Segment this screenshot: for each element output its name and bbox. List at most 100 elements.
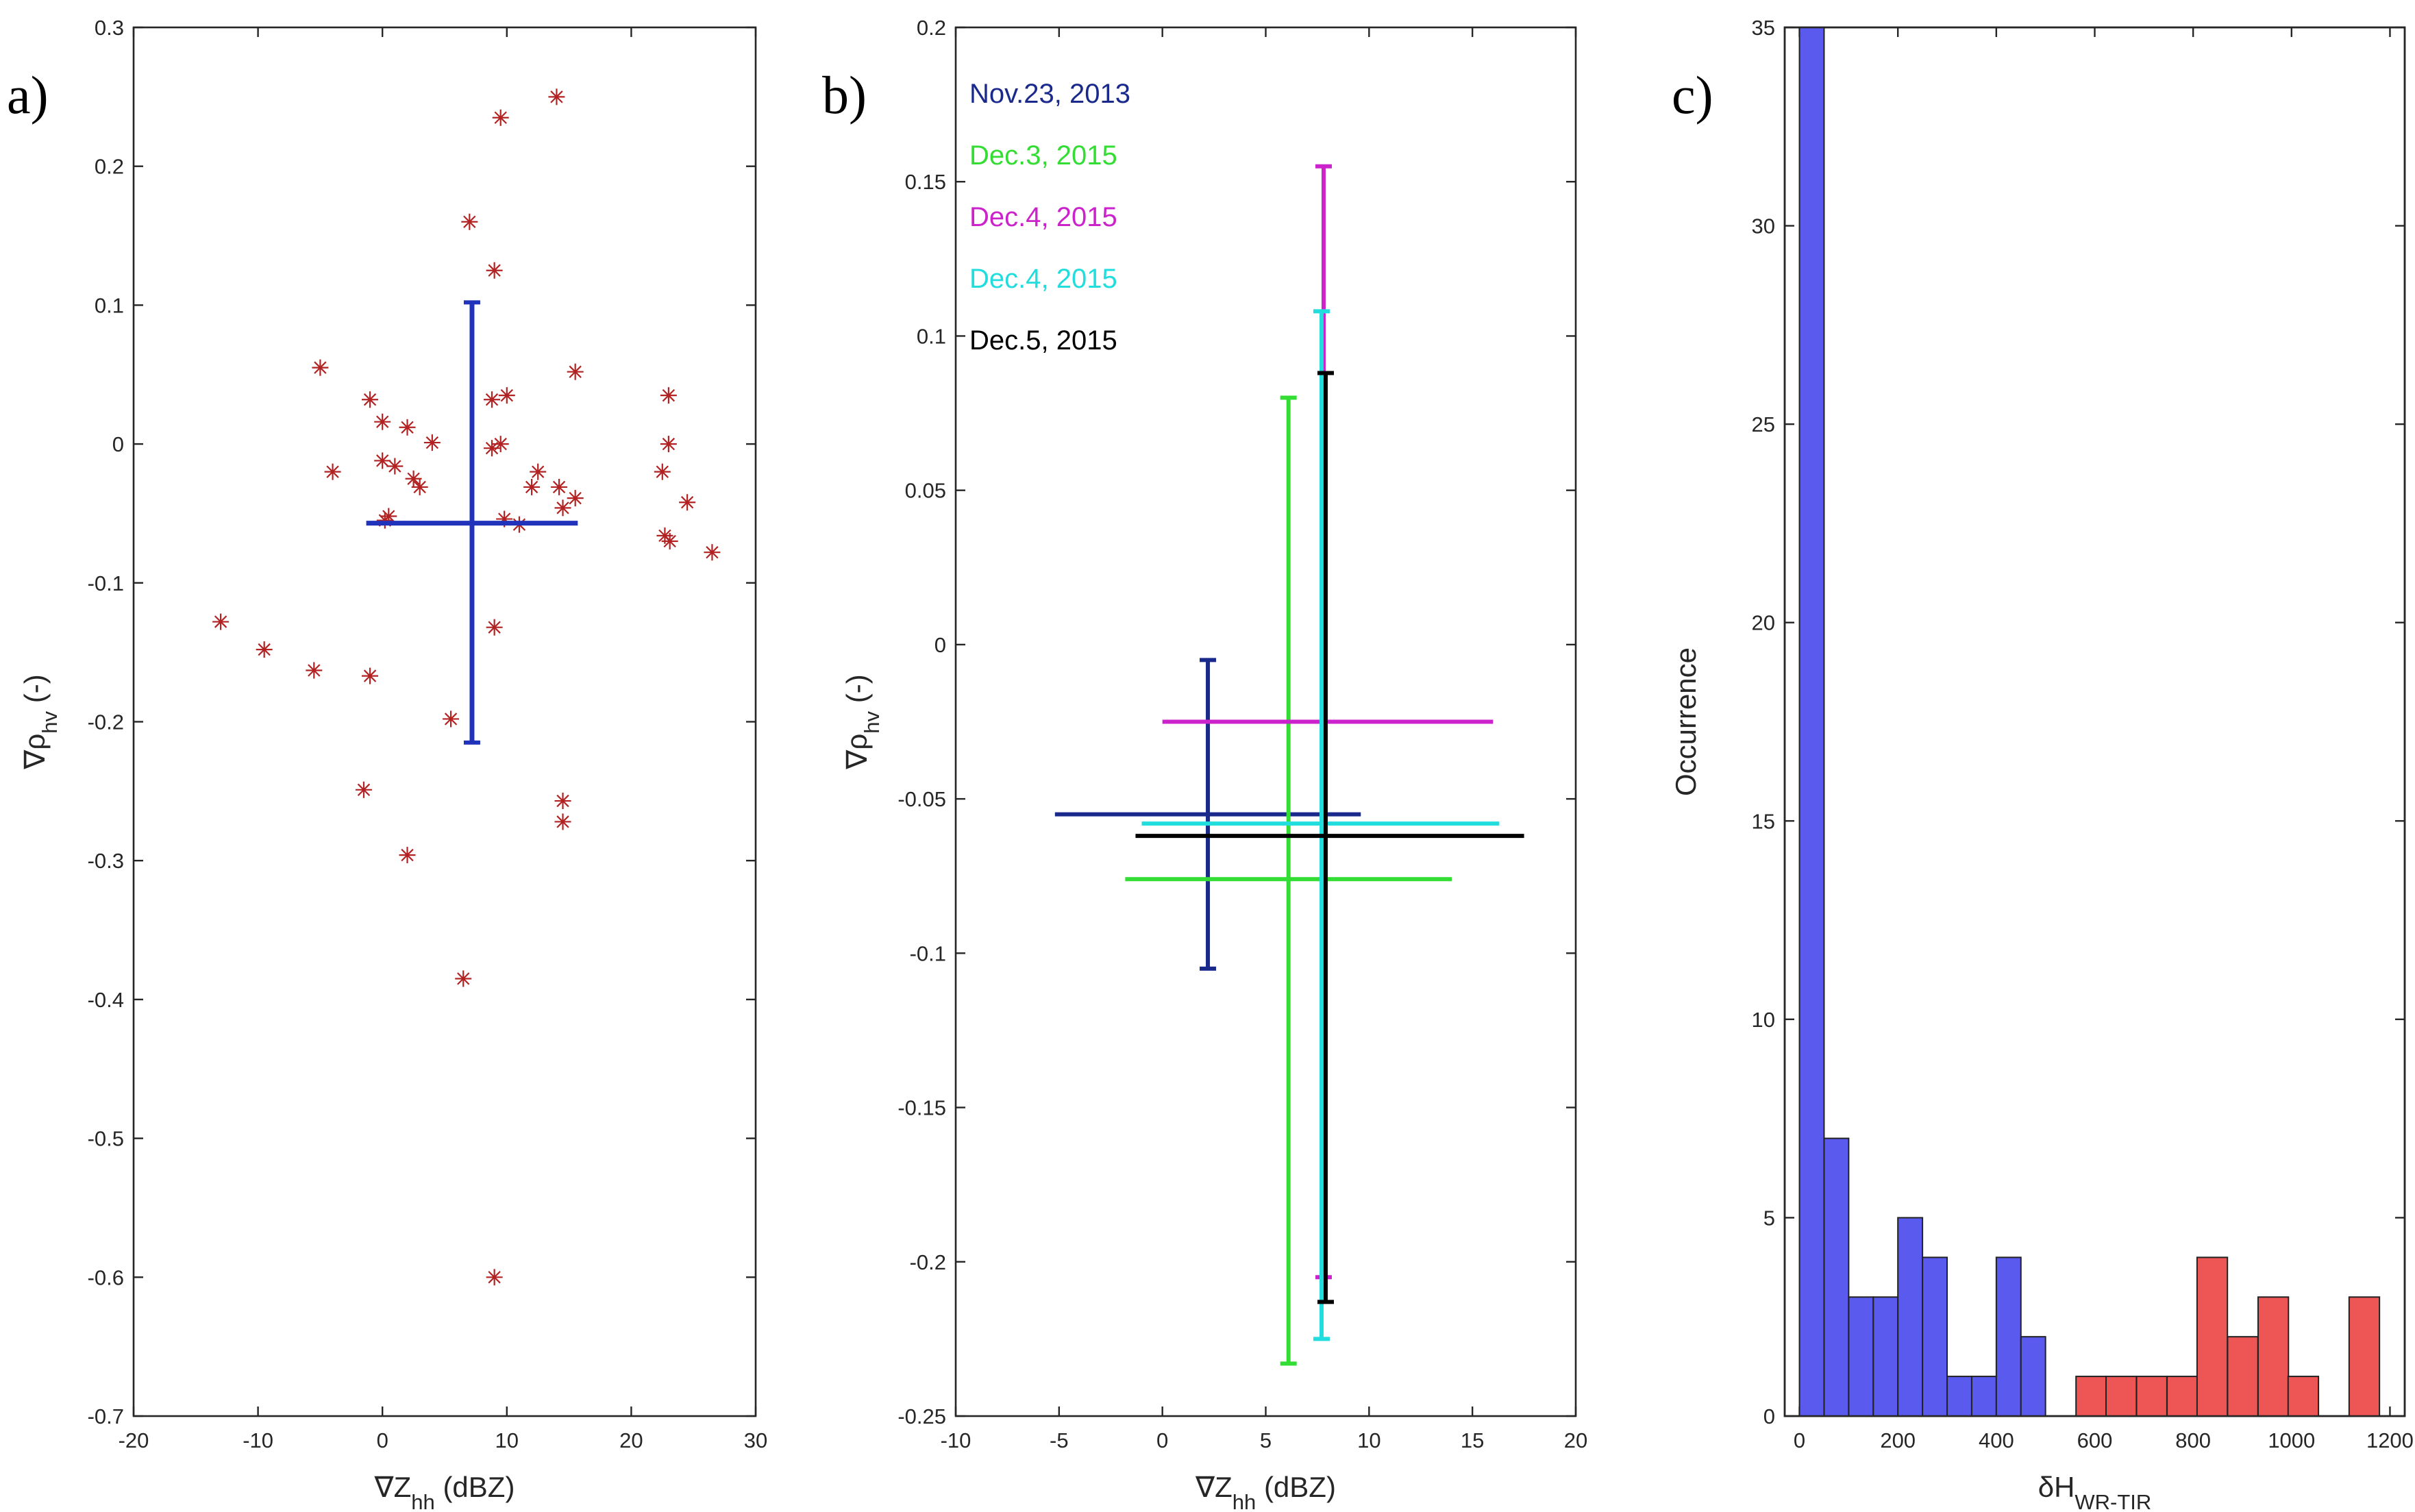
data-point [374, 452, 391, 469]
panel-1: a) -20 -10 0 10 20 30 -0.7 -0.6 -0.5 -0.4 -0.3 -0.2 -… [7, 16, 767, 1512]
y-tick-label: 25 [1752, 412, 1775, 436]
panel-label: a) [7, 65, 49, 125]
y-tick-label: -0.05 [897, 787, 946, 811]
y-tick-label: 0 [934, 633, 946, 657]
y-tick-label: -0.2 [88, 710, 124, 734]
x-tick-label: 20 [1564, 1428, 1587, 1452]
plot-frame [1783, 26, 2406, 1417]
data-point [386, 458, 404, 475]
series-3 [1162, 164, 1494, 1280]
x-tick-label: 800 [2175, 1428, 2211, 1452]
histogram-bar-blue [1823, 1137, 1850, 1417]
x-tick-label: 0 [1794, 1428, 1805, 1452]
data-point [523, 478, 541, 495]
histogram-bar-blue [1798, 27, 1825, 1417]
histogram-bar-blue [1995, 1256, 2022, 1417]
data-point [484, 391, 501, 408]
data-point [486, 619, 503, 636]
data-point [492, 109, 509, 126]
panel-3: c) 0 200 400 600 800 1000 1200 0 5 10 15 20 25 30 35 δHW… [1670, 16, 2414, 1512]
y-tick-label: -0.4 [88, 988, 124, 1012]
y-tick-label: 0.1 [917, 324, 946, 348]
panel-label: c) [1672, 65, 1713, 125]
data-point [554, 499, 571, 517]
x-tick-label: 1200 [2366, 1428, 2414, 1452]
x-tick-label: 0 [1156, 1428, 1168, 1452]
y-tick-label: -0.1 [88, 571, 124, 595]
x-tick-label: 30 [744, 1428, 767, 1452]
x-tick-label: -10 [941, 1428, 971, 1452]
y-tick-label: -0.3 [88, 849, 124, 873]
histogram-bar-red [2257, 1296, 2290, 1417]
y-tick-label: 35 [1752, 16, 1775, 40]
y-tick-label: -0.7 [88, 1404, 124, 1428]
data-point [374, 413, 391, 430]
y-tick-label: 20 [1752, 611, 1775, 635]
data-point [660, 436, 677, 453]
data-point [660, 387, 677, 404]
y-tick-label: 0.3 [95, 16, 124, 40]
histogram-bar-blue [2020, 1336, 2046, 1417]
legend-entry: Nov.23, 2013 [969, 79, 1130, 109]
y-axis-label: ∇ρhv (-) [18, 674, 62, 769]
series-4 [1141, 309, 1500, 1341]
histogram-bar-red [2287, 1376, 2320, 1417]
data-point [492, 436, 509, 453]
data-point [498, 387, 515, 404]
data-point [461, 213, 478, 230]
data-point [355, 781, 372, 798]
x-tick-label: -10 [243, 1428, 273, 1452]
data-point [486, 262, 503, 279]
y-tick-label: 0.2 [95, 155, 124, 179]
data-point [306, 662, 323, 679]
x-tick-label: 200 [1880, 1428, 1916, 1452]
x-tick-label: 0 [377, 1428, 388, 1452]
y-tick-label: -0.5 [88, 1127, 124, 1151]
series-1 [1054, 658, 1361, 971]
y-tick-label: 0.2 [917, 16, 946, 40]
y-tick-label: 30 [1752, 214, 1775, 238]
histogram-bar-red [2196, 1256, 2229, 1417]
data-point [484, 440, 501, 457]
data-point [548, 88, 565, 106]
histogram-bar-blue [1922, 1256, 1948, 1417]
data-point [212, 613, 230, 630]
y-tick-label: 5 [1763, 1206, 1775, 1230]
data-point [661, 532, 678, 549]
x-tick-label: 20 [619, 1428, 643, 1452]
data-point [530, 463, 547, 480]
data-point [567, 490, 584, 507]
legend-entry: Dec.4, 2015 [969, 264, 1117, 294]
panel-2: b) -10 -5 0 5 10 15 20 -0.25 -0.2 -0.15 -0.1 -0.05 0 0… [822, 16, 1587, 1512]
data-point [443, 710, 460, 728]
data-point [362, 391, 379, 408]
y-tick-label: -0.1 [910, 941, 946, 965]
x-tick-label: 400 [1979, 1428, 2014, 1452]
y-tick-label: 15 [1752, 809, 1775, 833]
data-point [312, 359, 329, 376]
x-tick-label: 1000 [2268, 1428, 2315, 1452]
y-tick-label: -0.25 [897, 1404, 946, 1428]
data-point [679, 494, 696, 511]
x-axis-label: ∇Zhh (dBZ) [374, 1471, 515, 1512]
x-tick-label: -5 [1050, 1428, 1069, 1452]
x-tick-label: 10 [1357, 1428, 1380, 1452]
x-tick-label: 15 [1461, 1428, 1484, 1452]
histogram-bar-blue [1970, 1376, 1997, 1417]
legend-entry: Dec.4, 2015 [969, 202, 1117, 232]
histogram-bar-red [2135, 1376, 2168, 1417]
y-tick-label: 0 [1763, 1404, 1775, 1428]
histogram-bar-red [2075, 1376, 2107, 1417]
data-point [405, 470, 422, 487]
plot-frame-overlay [1783, 26, 2406, 1417]
plot-frame [132, 26, 757, 1417]
x-axis-label: ∇Zhh (dBZ) [1195, 1471, 1336, 1512]
legend-entry: Dec.5, 2015 [969, 325, 1117, 356]
y-tick-label: -0.2 [910, 1250, 946, 1274]
data-point [551, 478, 568, 495]
data-point [362, 667, 379, 684]
x-tick-label: -20 [119, 1428, 149, 1452]
data-point [486, 1269, 503, 1286]
data-point [423, 434, 441, 451]
